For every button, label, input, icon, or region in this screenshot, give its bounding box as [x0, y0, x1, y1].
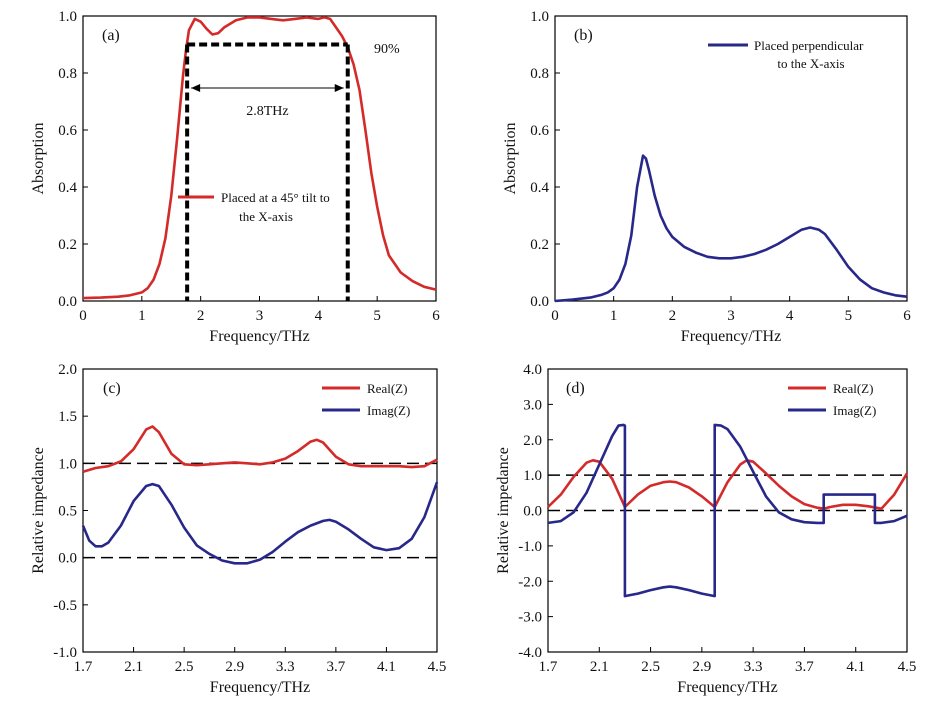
x-tick-label: 2: [669, 308, 677, 324]
chart-panel-2: 0 1 2 3 4 5 6 0.0 0.2 0.4 0.6 0.8 1.0 Frequency/THz Ab…: [502, 9, 911, 345]
x-axis-label: Frequency/THz: [210, 679, 310, 696]
y-tick-label: 0.0: [530, 294, 549, 310]
y-tick-label: 0.6: [58, 123, 77, 139]
y-tick-label: 2.0: [523, 433, 542, 449]
x-axis-label: Frequency/THz: [677, 679, 777, 696]
x-tick-label: 3.7: [795, 659, 814, 675]
y-axis-label: Absorption: [30, 123, 47, 195]
panel-label: (d): [566, 380, 585, 397]
y-tick-label: -3.0: [518, 610, 542, 626]
x-axis-label: Frequency/THz: [209, 328, 309, 345]
arrowhead-right: [334, 84, 344, 92]
y-tick-label: 0.2: [58, 237, 77, 253]
chart-panel-3: 1.7 2.1 2.5 2.9 3.3 3.7 4.1 4.5 -1.0 -0.5 0.0 0.5 1.…: [30, 362, 446, 696]
x-tick-label: 1.7: [74, 659, 93, 675]
chart-panel-4: 1.7 2.1 2.5 2.9 3.3 3.7 4.1 4.5 -4.0 -3.0 -2.0 -1.0…: [495, 362, 916, 696]
y-tick-label: 1.0: [58, 456, 77, 472]
y-tick-label: 4.0: [523, 362, 542, 378]
x-tick-label: 5: [845, 308, 853, 324]
series-line-1: [547, 459, 909, 510]
y-tick-label: -0.5: [53, 598, 77, 614]
x-tick-label: 4.5: [898, 659, 917, 675]
x-tick-label: 3.7: [326, 659, 345, 675]
y-tick-label: 0.4: [530, 180, 549, 196]
legend-label: Placed perpendicular: [754, 38, 864, 53]
chart-panel-1: 0 1 2 3 4 5 6 0.0 0.2 0.4 0.6 0.8 1.0 Frequency/THz Ab…: [30, 9, 440, 345]
y-tick-label: 1.0: [58, 9, 77, 25]
y-tick-label: -1.0: [53, 645, 77, 661]
y-axis-label: Relative impedance: [30, 447, 47, 574]
x-tick-label: 2.9: [225, 659, 244, 675]
x-tick-label: 2.5: [641, 659, 660, 675]
y-tick-label: 1.0: [523, 468, 542, 484]
x-tick-label: 5: [373, 308, 381, 324]
series-line-2: [81, 481, 439, 565]
y-tick-label: 0.0: [58, 294, 77, 310]
y-tick-label: 1.0: [530, 9, 549, 25]
panel-label: (a): [102, 27, 120, 44]
x-tick-label: 2.1: [124, 659, 143, 675]
x-tick-label: 1: [138, 308, 146, 324]
y-tick-label: 0.4: [58, 180, 77, 196]
y-tick-label: 0.8: [530, 66, 549, 82]
series-line-2: [547, 423, 908, 598]
legend-label: Placed at a 45° tilt to: [221, 190, 330, 205]
x-tick-label: 3.3: [276, 659, 295, 675]
x-tick-label: 0: [79, 308, 87, 324]
y-tick-label: 0.8: [58, 66, 77, 82]
x-tick-label: 2.9: [692, 659, 711, 675]
panel-label: (c): [103, 380, 121, 397]
annotation-90-percent: 90%: [374, 42, 400, 57]
x-tick-label: 2.5: [175, 659, 194, 675]
series-line-1: [82, 425, 438, 474]
y-tick-label: -2.0: [518, 574, 542, 590]
x-tick-label: 3: [727, 308, 735, 324]
x-tick-label: 4.5: [428, 659, 447, 675]
x-tick-label: 4.1: [377, 659, 396, 675]
plot-frame: [82, 15, 437, 302]
x-tick-label: 3: [256, 308, 264, 324]
legend-label: Real(Z): [367, 381, 407, 396]
x-tick-label: 4: [315, 308, 323, 324]
y-tick-label: -1.0: [518, 539, 542, 555]
legend-label: Imag(Z): [833, 403, 876, 418]
legend-label: Real(Z): [833, 381, 873, 396]
x-tick-label: 2.1: [590, 659, 609, 675]
annotation-bandwidth: 2.8THz: [246, 104, 288, 119]
y-tick-label: 3.0: [523, 397, 542, 413]
x-tick-label: 3.3: [744, 659, 763, 675]
series-line-1: [554, 154, 908, 303]
y-tick-label: 0.6: [530, 123, 549, 139]
y-tick-label: -4.0: [518, 645, 542, 661]
y-tick-label: 0.0: [523, 504, 542, 520]
x-axis-label: Frequency/THz: [681, 328, 781, 345]
x-tick-label: 1.7: [539, 659, 558, 675]
x-tick-label: 4.1: [846, 659, 865, 675]
legend-label: Imag(Z): [367, 403, 410, 418]
series-line-1: [82, 16, 437, 300]
y-tick-label: 1.5: [58, 409, 77, 425]
x-tick-label: 0: [551, 308, 559, 324]
legend-label: to the X-axis: [777, 56, 844, 71]
y-tick-label: 2.0: [58, 362, 77, 378]
y-axis-label: Relative impedance: [495, 447, 512, 574]
y-axis-label: Absorption: [502, 123, 519, 195]
x-tick-label: 1: [610, 308, 618, 324]
x-tick-label: 6: [432, 308, 440, 324]
x-tick-label: 2: [197, 308, 205, 324]
y-tick-label: 0.0: [58, 551, 77, 567]
panel-label: (b): [574, 27, 593, 44]
x-tick-label: 6: [903, 308, 911, 324]
y-tick-label: 0.5: [58, 504, 77, 520]
x-tick-label: 4: [786, 308, 794, 324]
arrowhead-left: [191, 84, 201, 92]
legend-label: the X-axis: [239, 209, 293, 224]
y-tick-label: 0.2: [530, 237, 549, 253]
